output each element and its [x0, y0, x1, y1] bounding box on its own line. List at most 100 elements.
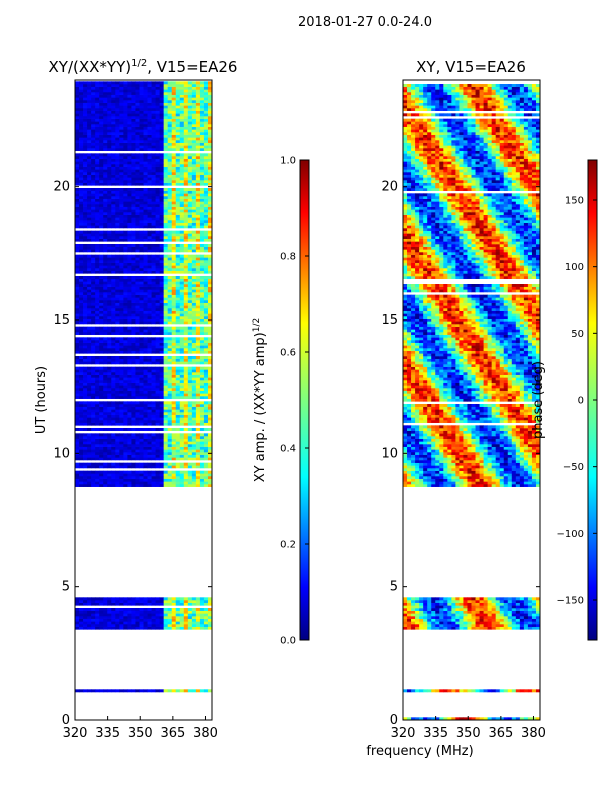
heatmap-cell — [87, 473, 92, 477]
heatmap-cell — [159, 454, 165, 458]
heatmap-cell — [91, 102, 96, 106]
heatmap-cell — [127, 388, 132, 391]
heatmap-cell — [143, 174, 148, 178]
heatmap-cell — [155, 318, 161, 322]
heatmap-cell — [151, 377, 156, 381]
heatmap-cell — [115, 89, 120, 93]
heatmap-cell — [159, 118, 165, 122]
heatmap-cell — [163, 610, 169, 614]
heatmap-cell — [167, 345, 173, 349]
heatmap-cell — [79, 230, 84, 234]
heatmap-cell — [91, 470, 96, 474]
heatmap-cell — [95, 428, 100, 431]
heatmap-cell — [131, 476, 136, 479]
heatmap-cell — [83, 310, 88, 314]
heatmap-cell — [119, 350, 124, 354]
heatmap-cell — [183, 220, 189, 223]
heatmap-cell — [199, 196, 205, 199]
heatmap-cell — [155, 204, 161, 207]
heatmap-cell — [131, 244, 136, 247]
heatmap-cell — [155, 454, 161, 458]
heatmap-cell — [99, 433, 104, 437]
heatmap-cell — [79, 388, 84, 391]
heatmap-cell — [187, 356, 193, 359]
heatmap-cell — [135, 481, 140, 485]
heatmap-cell — [171, 345, 177, 349]
heatmap-cell — [155, 478, 161, 482]
heatmap-cell — [171, 441, 177, 445]
heatmap-cell — [95, 689, 100, 693]
heatmap-cell — [131, 332, 136, 335]
heatmap-cell — [123, 94, 128, 98]
heatmap-cell — [171, 616, 177, 619]
heatmap-cell — [139, 382, 144, 386]
heatmap-cell — [151, 230, 156, 234]
heatmap-cell — [199, 137, 205, 141]
heatmap-cell — [151, 169, 156, 173]
heatmap-cell — [131, 610, 136, 614]
heatmap-cell — [143, 366, 148, 370]
heatmap-cell — [127, 390, 132, 394]
heatmap-cell — [127, 484, 132, 487]
heatmap-cell — [171, 420, 177, 423]
heatmap-cell — [163, 113, 169, 117]
heatmap-cell — [191, 257, 197, 261]
heatmap-cell — [135, 621, 140, 625]
heatmap-cell — [99, 446, 104, 450]
heatmap-cell — [183, 281, 189, 285]
heatmap-cell — [183, 110, 189, 114]
heatmap-cell — [163, 689, 169, 693]
heatmap-cell — [187, 142, 193, 146]
heatmap-cell — [139, 345, 144, 349]
heatmap-cell — [199, 345, 205, 349]
heatmap-cell — [131, 438, 136, 442]
heatmap-cell — [175, 366, 181, 370]
heatmap-cell — [143, 473, 148, 477]
heatmap-cell — [83, 409, 88, 413]
heatmap-cell — [199, 436, 205, 439]
heatmap-cell — [123, 361, 128, 365]
heatmap-cell — [75, 196, 80, 199]
heatmap-cell — [115, 294, 120, 298]
heatmap-cell — [147, 484, 152, 487]
heatmap-cell — [159, 244, 165, 247]
heatmap-cell — [203, 124, 209, 127]
heatmap-cell — [103, 134, 108, 138]
heatmap-cell — [103, 92, 108, 95]
heatmap-cell — [195, 332, 201, 335]
heatmap-cell — [139, 422, 144, 426]
heatmap-cell — [207, 308, 213, 311]
heatmap-cell — [83, 204, 88, 207]
heatmap-cell — [91, 342, 96, 346]
heatmap-cell — [183, 145, 189, 149]
heatmap-cell — [167, 302, 173, 306]
heatmap-cell — [179, 380, 185, 383]
heatmap-cell — [175, 390, 181, 394]
heatmap-cell — [123, 388, 128, 391]
heatmap-cell — [107, 129, 112, 133]
heatmap-cell — [111, 404, 116, 407]
heatmap-cell — [123, 294, 128, 298]
heatmap-cell — [139, 369, 144, 373]
heatmap-cell — [99, 340, 104, 343]
heatmap-cell — [111, 254, 116, 258]
heatmap-cell — [135, 452, 140, 455]
heatmap-cell — [163, 478, 169, 482]
heatmap-cell — [75, 238, 80, 242]
heatmap-cell — [203, 621, 209, 625]
heatmap-cell — [159, 302, 165, 306]
heatmap-cell — [151, 220, 156, 223]
heatmap-cell — [143, 454, 148, 458]
heatmap-cell — [187, 452, 193, 455]
heatmap-cell — [199, 134, 205, 138]
heatmap-cell — [123, 188, 128, 191]
heatmap-cell — [107, 97, 112, 101]
heatmap-cell — [139, 457, 144, 461]
heatmap-cell — [87, 433, 92, 437]
heatmap-cell — [167, 377, 173, 381]
heatmap-cell — [75, 204, 80, 207]
heatmap-cell — [207, 610, 213, 614]
heatmap-cell — [175, 473, 181, 477]
heatmap-cell — [203, 610, 209, 614]
heatmap-cell — [163, 316, 169, 319]
